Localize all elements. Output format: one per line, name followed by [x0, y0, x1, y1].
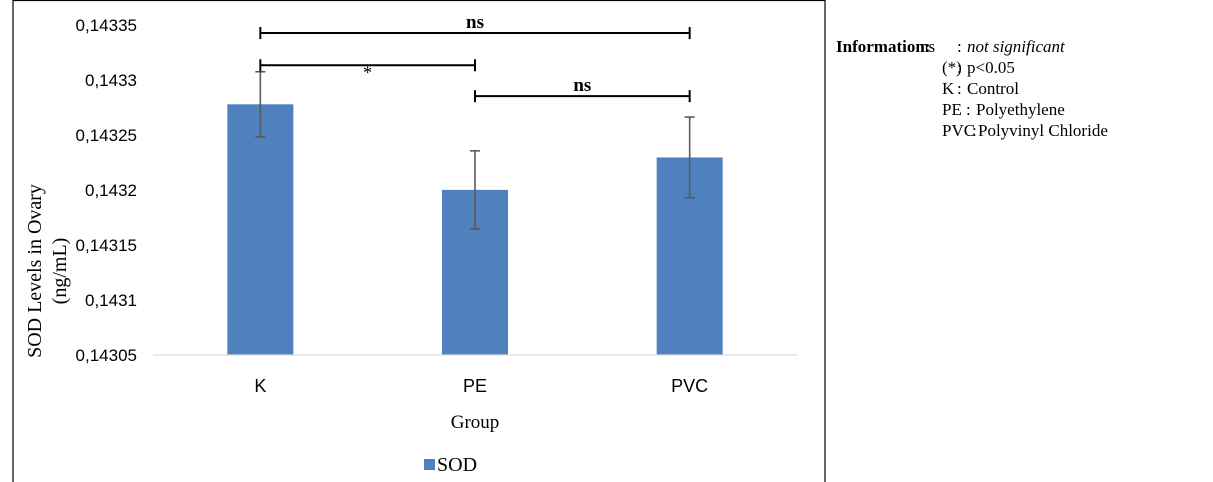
x-tick-label-pvc: PVC [671, 376, 708, 396]
significance-label-0: ns [466, 12, 484, 33]
significance-brackets: ns * ns [259, 12, 691, 103]
y-axis-label-line1: SOD Levels in Ovary [24, 184, 46, 358]
y-tick-label-1: 0,1431 [85, 291, 137, 310]
info-key: K [942, 79, 955, 98]
info-text: not significant [967, 37, 1065, 56]
info-heading: Information: [836, 37, 931, 56]
legend-swatch-sod [424, 459, 435, 470]
info-separator: : [957, 58, 962, 77]
legend-label-sod: SOD [437, 454, 477, 476]
significance-bracket-k-pvc: ns [259, 12, 691, 40]
legend: SOD [424, 454, 477, 476]
info-text: p<0.05 [967, 58, 1015, 77]
info-key: PVC [942, 121, 976, 140]
significance-bracket-k-pe: * [259, 59, 476, 82]
info-text: Control [967, 79, 1019, 98]
info-text: Polyvinyl Chloride [978, 121, 1108, 140]
y-tick-label-6: 0,14335 [76, 16, 137, 35]
info-text: Polyethylene [976, 100, 1065, 119]
x-tick-label-k: K [254, 376, 266, 396]
info-key: PE [942, 100, 962, 119]
y-axis-label-line2: (ng/mL) [49, 238, 71, 305]
significance-bracket-pe-pvc: ns [474, 75, 691, 103]
error-bars [255, 70, 695, 230]
y-tick-labels: 0,14305 0,1431 0,14315 0,1432 0,14325 0,1433 0… [76, 16, 137, 365]
x-axis-label: Group [451, 412, 500, 433]
y-tick-label-2: 0,14315 [76, 236, 137, 255]
info-key: ns [920, 37, 936, 56]
x-tick-label-pe: PE [463, 376, 487, 396]
info-separator: : [972, 121, 977, 140]
y-tick-label-0: 0,14305 [76, 346, 137, 365]
sod-bar-chart: SOD Levels in Ovary (ng/mL) 0,143050,143… [12, 0, 826, 482]
info-separator: : [957, 79, 962, 98]
error-bar-pvc [684, 116, 695, 199]
error-bar-k [255, 70, 266, 138]
y-tick-label-3: 0,1432 [85, 181, 137, 200]
significance-label-1: * [363, 62, 372, 82]
y-tick-label-4: 0,14325 [76, 126, 137, 145]
x-tick-labels: K PE PVC [254, 376, 708, 396]
y-tick-label-5: 0,1433 [85, 71, 137, 90]
info-separator: : [957, 37, 962, 56]
info-separator: : [966, 100, 971, 119]
significance-label-2: ns [573, 75, 591, 96]
bar-k [227, 104, 294, 355]
error-bar-pe [470, 150, 480, 230]
info-key: (*) [942, 58, 962, 77]
y-axis-label: SOD Levels in Ovary (ng/mL) [24, 184, 71, 358]
